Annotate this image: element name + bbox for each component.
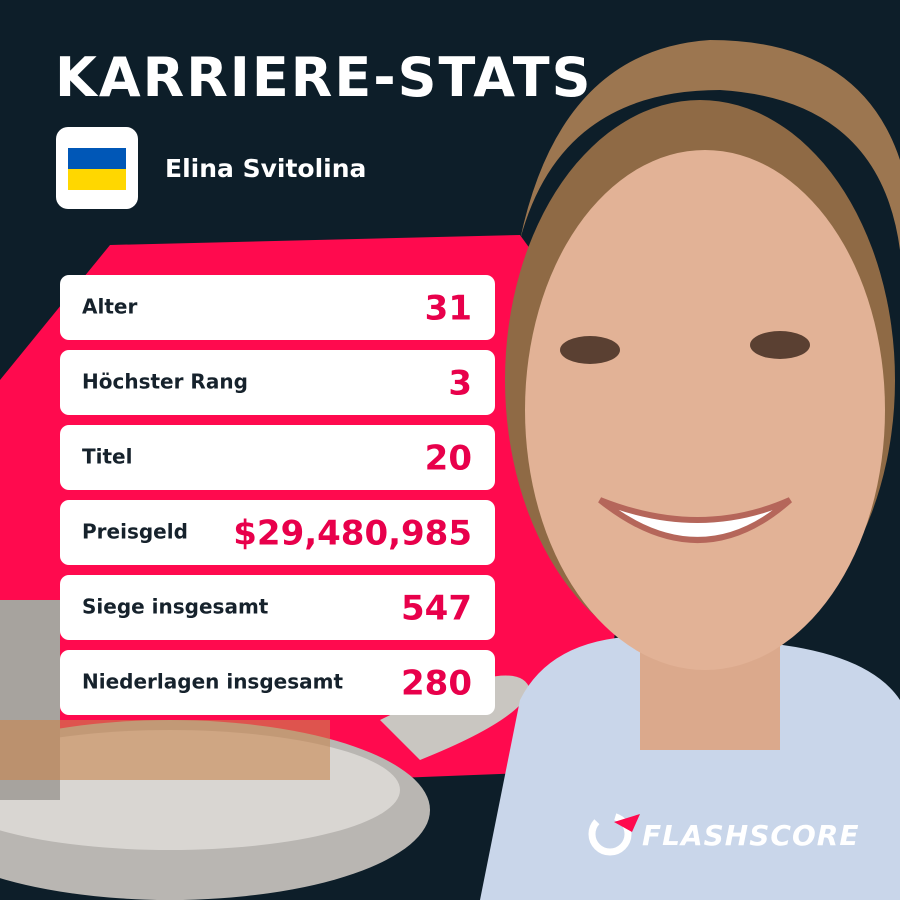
flag-yellow [68, 169, 126, 190]
stat-value: 547 [401, 589, 472, 629]
brand-logo: FLASHSCORE [588, 812, 859, 856]
stat-card [60, 650, 495, 715]
stat-card [60, 500, 495, 565]
stat-row: Höchster Rang 3 [60, 350, 495, 415]
stat-row: Titel 20 [60, 425, 495, 490]
stat-row: Alter 31 [60, 275, 495, 340]
stat-label: Höchster Rang [82, 370, 248, 394]
stat-card [60, 275, 495, 340]
stat-row: Preisgeld $29,480,985 [60, 500, 495, 565]
player-name: Elina Svitolina [165, 154, 366, 183]
brand-name: FLASHSCORE [642, 819, 859, 852]
stat-row: Niederlagen insgesamt 280 [60, 650, 495, 715]
trophy [0, 600, 530, 900]
stats-list: Alter 31 Höchster Rang 3 Titel 20 Preisgeld $29… [60, 275, 495, 715]
stat-card [60, 350, 495, 415]
stat-value: 31 [425, 289, 472, 329]
stat-row: Siege insgesamt 547 [60, 575, 495, 640]
stat-label: Alter [82, 295, 137, 319]
stat-value: 3 [448, 364, 472, 404]
stat-label: Siege insgesamt [82, 595, 269, 619]
stat-label: Niederlagen insgesamt [82, 670, 343, 694]
stat-card [60, 425, 495, 490]
stat-label: Titel [82, 445, 132, 469]
stat-label: Preisgeld [82, 520, 188, 544]
stat-value: 280 [401, 664, 472, 704]
stat-value: $29,480,985 [233, 514, 472, 554]
stat-card [60, 575, 495, 640]
flag-blue [68, 148, 126, 169]
player-photo [480, 40, 900, 900]
title: KARRIERE-STATS [55, 46, 593, 109]
stat-value: 20 [425, 439, 472, 479]
